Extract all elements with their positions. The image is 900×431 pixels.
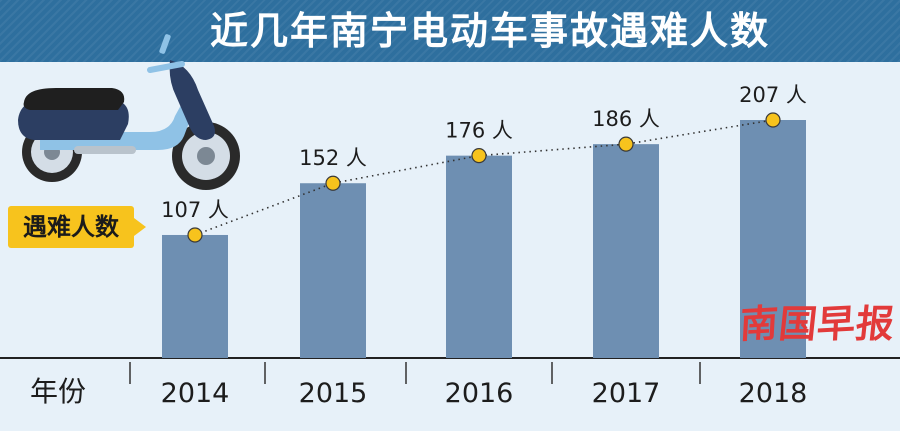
data-point-marker [618,136,634,152]
chart-title: 近几年南宁电动车事故遇难人数 [210,9,771,53]
legend-label: 遇难人数 [23,213,119,241]
data-point-marker [471,148,487,164]
watermark-char: 南 [738,299,780,347]
watermark-char: 国 [776,301,820,346]
bar [446,155,512,358]
scooter-icon [18,34,240,190]
bar [593,144,659,358]
data-point-marker [765,112,781,128]
x-tick-label: 2014 [161,378,230,409]
bar [162,234,228,358]
value-label: 207 人 [739,83,807,107]
x-tick-label: 2016 [445,378,514,409]
title-bar: 近几年南宁电动车事故遇难人数 [0,0,900,62]
x-tick-label: 2015 [299,378,368,409]
value-label: 152 人 [299,146,367,170]
data-point-marker [325,175,341,191]
value-label: 186 人 [592,107,660,131]
legend-pointer [134,218,146,236]
x-axis-title: 年份 [30,375,87,408]
data-point-marker [187,227,203,243]
x-tick-label: 2017 [592,378,661,409]
bar [740,120,806,358]
x-tick-label: 2018 [739,378,808,409]
newspaper-watermark: 南 国 早 报 [738,294,897,354]
value-label: 107 人 [161,198,229,222]
legend-badge: 遇难人数 [8,206,134,248]
value-label: 176 人 [445,119,513,143]
watermark-char: 报 [853,301,897,346]
bar [300,183,366,358]
watermark-char: 早 [816,299,857,347]
